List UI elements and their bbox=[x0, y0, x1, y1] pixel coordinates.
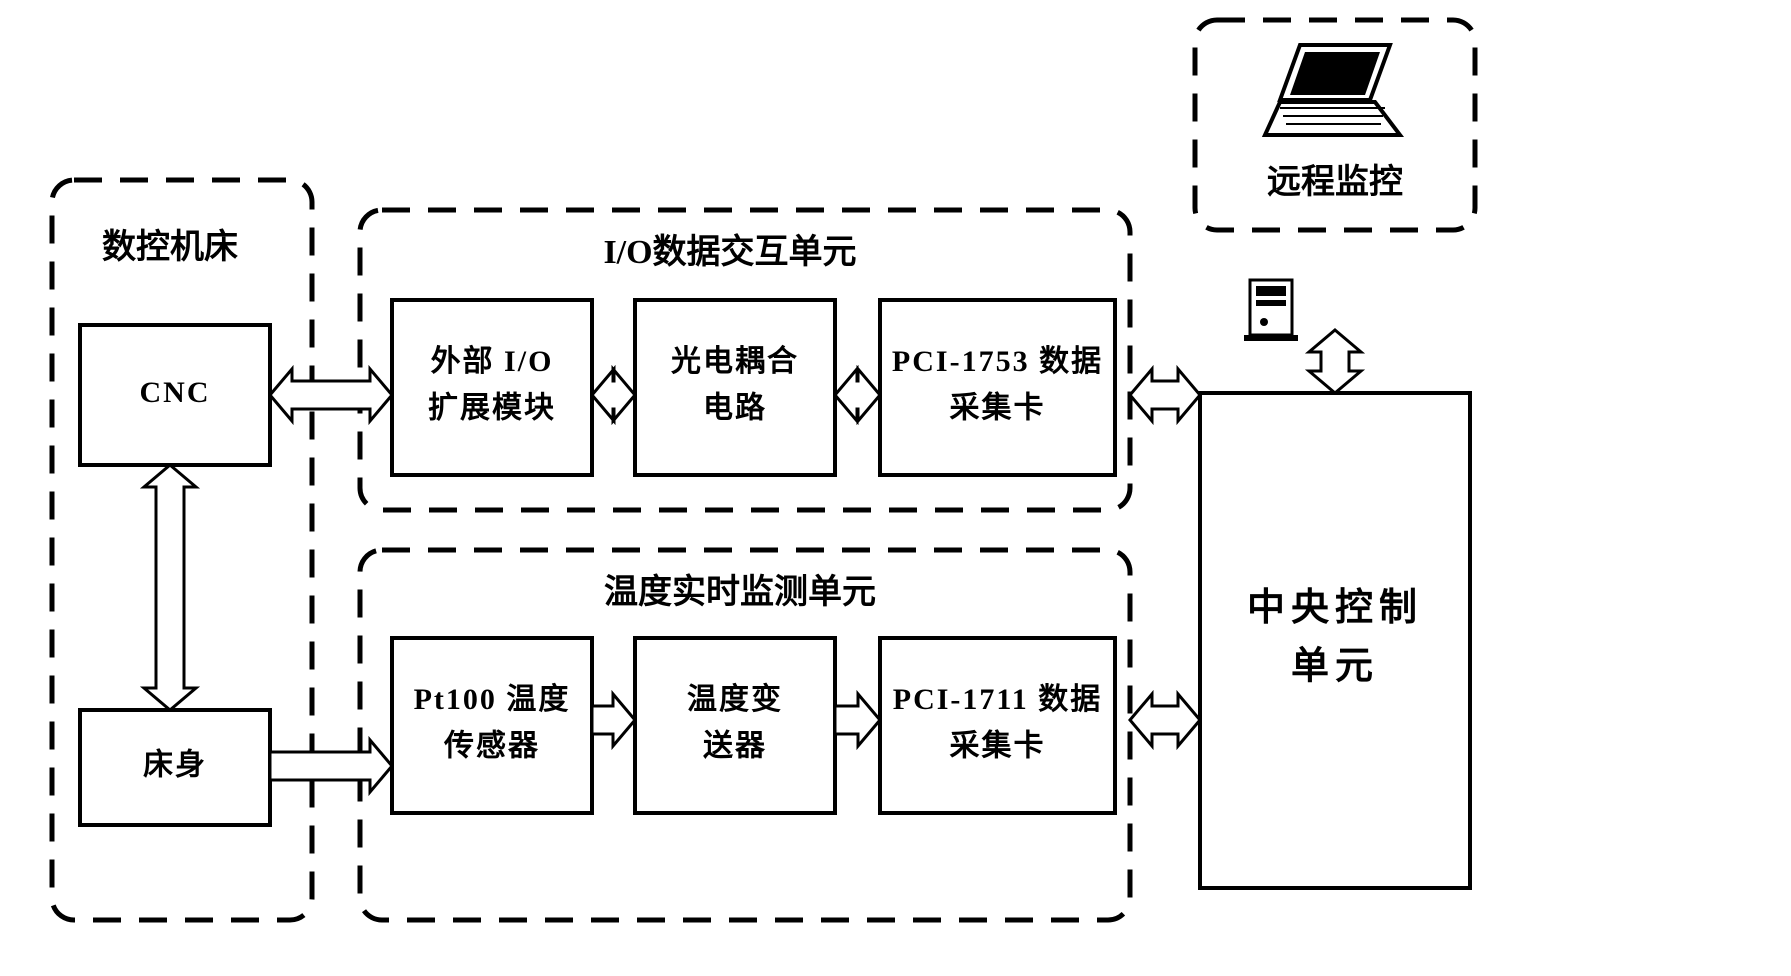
box-io_ext bbox=[392, 300, 592, 475]
box-label-ccu-1: 单元 bbox=[1291, 646, 1379, 688]
box-label-pci1711-1: 采集卡 bbox=[950, 730, 1046, 763]
arrow-pt100-to-temptx bbox=[592, 694, 635, 746]
arrow-1753-to-ccu bbox=[1130, 369, 1200, 421]
arrow-ccu-to-remote bbox=[1309, 330, 1361, 393]
box-label-opto-0: 光电耦合 bbox=[671, 344, 799, 378]
box-label-pt100-1: 传感器 bbox=[443, 730, 540, 763]
box-label-pci1711-0: PCI-1711 数据 bbox=[893, 683, 1103, 716]
box-pci1753 bbox=[880, 300, 1115, 475]
server-icon bbox=[1244, 280, 1298, 341]
box-pt100 bbox=[392, 638, 592, 813]
box-label-temp_tx-0: 温度变 bbox=[687, 682, 783, 716]
box-label-temp_tx-1: 送器 bbox=[703, 730, 767, 763]
box-label-pci1753-1: 采集卡 bbox=[950, 392, 1046, 425]
arrow-bed-to-pt100 bbox=[270, 740, 392, 792]
arrow-1711-to-ccu bbox=[1130, 694, 1200, 746]
laptop-icon bbox=[1265, 45, 1400, 135]
group-title-io_unit: I/O数据交互单元 bbox=[603, 232, 856, 271]
box-label-io_ext-1: 扩展模块 bbox=[428, 392, 556, 425]
box-label-ccu-0: 中央控制 bbox=[1247, 587, 1423, 629]
arrow-cnc-to-bed bbox=[144, 465, 196, 710]
box-label-pci1753-0: PCI-1753 数据 bbox=[892, 345, 1103, 378]
group-title-temp_unit: 温度实时监测单元 bbox=[604, 573, 876, 611]
box-label-io_ext-0: 外部 I/O bbox=[431, 344, 554, 378]
box-pci1711 bbox=[880, 638, 1115, 813]
box-label-pt100-0: Pt100 温度 bbox=[414, 683, 571, 716]
group-title-cnc_machine: 数控机床 bbox=[102, 228, 238, 266]
box-temp_tx bbox=[635, 638, 835, 813]
box-opto bbox=[635, 300, 835, 475]
group-title-remote: 远程监控 bbox=[1267, 163, 1403, 201]
arrow-cnc-to-ioext bbox=[270, 369, 392, 421]
box-label-opto-1: 电路 bbox=[703, 392, 767, 425]
box-label-cnc-0: CNC bbox=[140, 376, 211, 409]
arrow-ioext-to-opto bbox=[592, 369, 635, 421]
box-label-bed-0: 床身 bbox=[143, 748, 207, 781]
arrow-temptx-to-1711 bbox=[835, 694, 880, 746]
arrow-opto-to-1753 bbox=[835, 369, 880, 421]
box-ccu bbox=[1200, 393, 1470, 888]
